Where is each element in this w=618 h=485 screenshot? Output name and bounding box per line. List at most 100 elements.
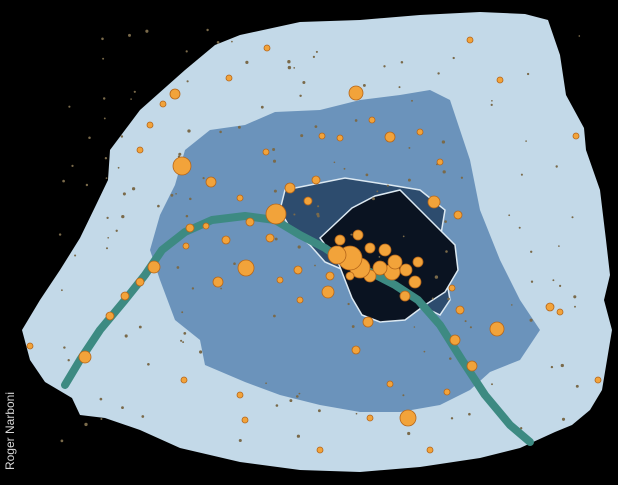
- speck: [300, 134, 304, 138]
- speck: [105, 177, 108, 179]
- speck: [185, 50, 188, 53]
- point-marker: [572, 132, 580, 140]
- speck: [555, 165, 558, 168]
- speck: [287, 65, 292, 70]
- point-marker: [303, 196, 313, 206]
- speck: [407, 431, 411, 436]
- speck: [220, 287, 222, 290]
- speck: [275, 404, 279, 407]
- speck: [295, 395, 299, 398]
- speck: [183, 332, 187, 335]
- speck: [333, 161, 336, 164]
- speck: [559, 284, 562, 287]
- point-marker: [372, 260, 388, 276]
- speck: [508, 214, 511, 217]
- speck: [63, 346, 66, 349]
- speck: [103, 117, 106, 120]
- point-marker: [384, 131, 396, 143]
- point-marker: [276, 276, 284, 284]
- point-marker: [311, 175, 321, 185]
- speck: [216, 41, 220, 44]
- speck: [115, 229, 118, 232]
- speck: [490, 103, 493, 107]
- point-marker: [265, 203, 287, 225]
- point-marker: [284, 182, 296, 194]
- speck: [530, 280, 534, 283]
- speck: [122, 192, 126, 196]
- point-marker: [399, 290, 411, 302]
- speck: [238, 438, 242, 443]
- speck: [431, 297, 434, 300]
- point-marker: [169, 88, 181, 100]
- speck: [99, 397, 103, 401]
- point-marker: [455, 305, 465, 315]
- point-marker: [263, 44, 271, 52]
- speck: [60, 439, 64, 443]
- speck: [175, 192, 177, 195]
- point-marker: [221, 235, 231, 245]
- point-marker: [399, 263, 413, 277]
- speck: [121, 406, 124, 409]
- speck: [170, 193, 174, 197]
- speck: [574, 305, 576, 308]
- point-marker: [368, 116, 376, 124]
- speck: [312, 55, 316, 59]
- speck: [182, 341, 185, 344]
- speck: [233, 262, 236, 266]
- speck: [293, 67, 296, 69]
- speck: [100, 417, 103, 421]
- speck: [121, 214, 125, 219]
- speck: [145, 29, 149, 33]
- point-marker: [146, 121, 154, 129]
- speck: [343, 167, 346, 170]
- speck: [245, 60, 249, 64]
- speck: [107, 236, 110, 239]
- point-marker: [212, 276, 224, 288]
- point-marker: [545, 302, 555, 312]
- speck: [102, 57, 105, 60]
- speck: [317, 409, 321, 413]
- point-marker: [78, 350, 92, 364]
- point-marker: [436, 158, 444, 166]
- speck: [104, 157, 108, 160]
- speck: [157, 204, 160, 208]
- speck: [317, 205, 320, 208]
- speck: [398, 86, 401, 89]
- speck-layer: [58, 28, 581, 443]
- speck: [402, 394, 405, 397]
- speck: [67, 359, 70, 362]
- speck: [350, 233, 353, 236]
- speck: [372, 197, 375, 201]
- speck: [444, 220, 447, 223]
- point-marker: [105, 311, 115, 321]
- speck: [437, 72, 440, 75]
- speck: [296, 434, 300, 438]
- speck: [452, 56, 455, 60]
- point-marker: [325, 271, 335, 281]
- point-marker: [594, 376, 602, 384]
- speck: [117, 166, 120, 169]
- speck: [273, 314, 276, 318]
- point-marker: [378, 243, 392, 257]
- speck: [147, 362, 150, 366]
- speck: [315, 50, 318, 53]
- speck: [199, 350, 203, 354]
- point-marker: [245, 217, 255, 227]
- speck: [260, 105, 264, 109]
- speck: [423, 350, 426, 353]
- point-marker: [159, 100, 167, 108]
- speck: [365, 173, 369, 177]
- point-marker: [296, 296, 304, 304]
- speck: [413, 326, 416, 328]
- speck: [138, 325, 142, 329]
- point-marker: [366, 414, 374, 422]
- speck: [529, 318, 533, 322]
- point-marker: [416, 128, 424, 136]
- speck: [219, 130, 222, 134]
- speck: [314, 264, 316, 267]
- point-marker: [241, 416, 249, 424]
- speck: [180, 339, 183, 342]
- speck: [362, 83, 366, 87]
- speck: [185, 214, 189, 218]
